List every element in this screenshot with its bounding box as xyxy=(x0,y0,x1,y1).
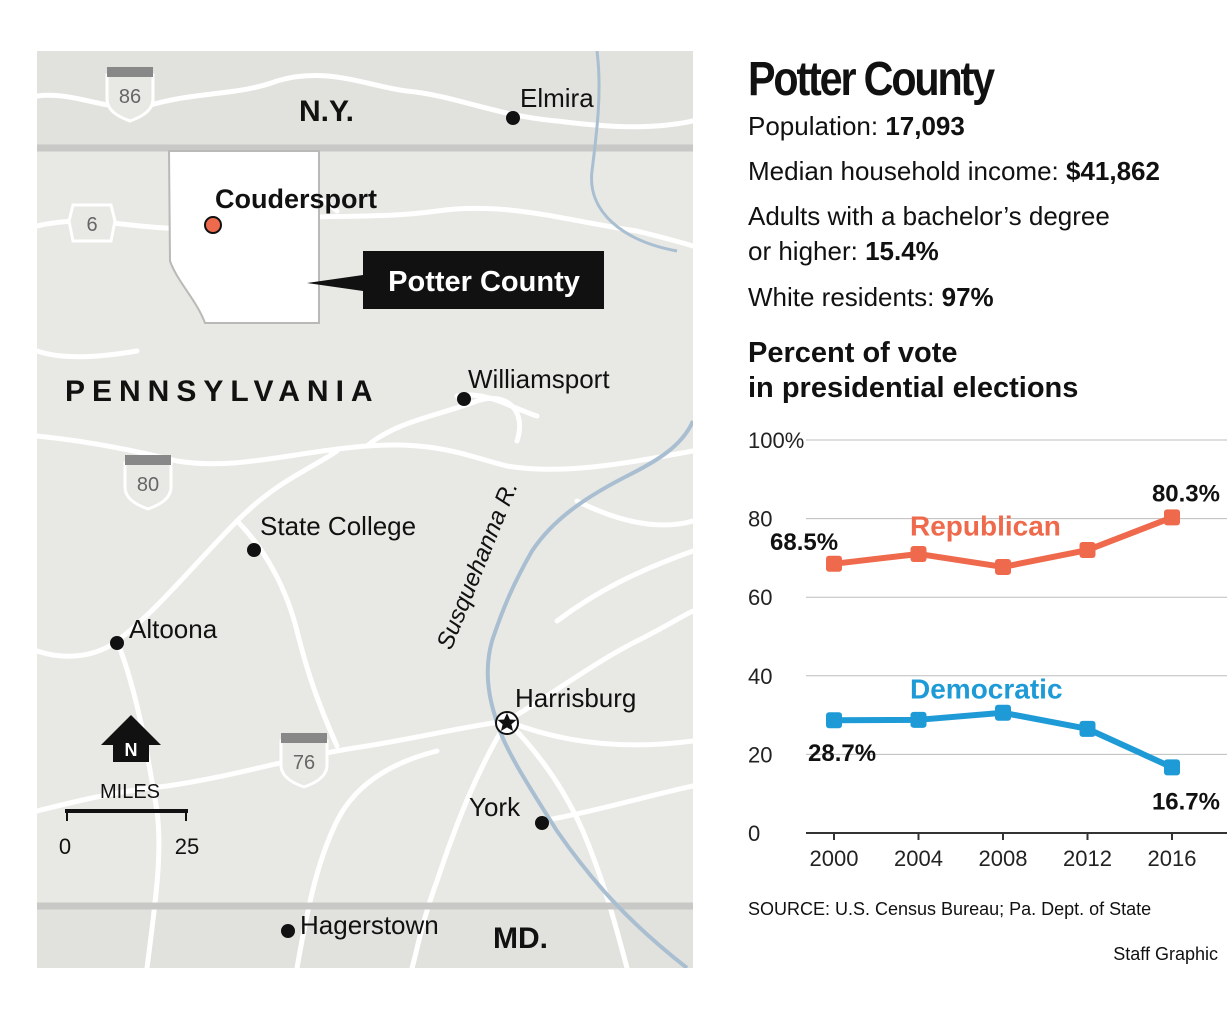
north-arrow-icon: N xyxy=(101,715,161,762)
elmira-label: Elmira xyxy=(520,83,594,113)
shield-80-icon: 80 xyxy=(123,455,173,511)
pa-label: PENNSYLVANIA xyxy=(65,375,380,408)
income-value: $41,862 xyxy=(1065,156,1160,186)
scale-unit-label: MILES xyxy=(100,781,160,803)
chart-grid xyxy=(806,439,1227,834)
scale-start-label: 0 xyxy=(59,834,71,859)
chart-title-line2: in presidential elections xyxy=(748,372,1079,404)
hagerstown-dot xyxy=(281,924,295,938)
y-tick-label-5: 0 xyxy=(748,821,760,846)
data-point-democratic-2012 xyxy=(1079,720,1096,737)
williamsport-label: Williamsport xyxy=(468,364,610,394)
state-borders xyxy=(37,144,693,910)
annotation-rep-2016: 80.3% xyxy=(1152,480,1220,507)
highway-86-label: 86 xyxy=(119,86,141,108)
vote-line-chart: 100% 80 60 40 20 0 2000 2004 2008 2012 2016 Repub… xyxy=(748,428,1227,870)
york-label: York xyxy=(469,792,521,822)
info-panel: Potter County Population: 17,093 Median … xyxy=(748,0,1227,1018)
population-label: Population: xyxy=(748,111,886,141)
altoona-label: Altoona xyxy=(129,614,218,644)
x-tick-label-1: 2004 xyxy=(894,846,943,870)
potter-county-map: Potter County N.Y. PENNSYLVANIA MD. 86 6… xyxy=(37,51,693,968)
data-point-republican-2008 xyxy=(995,558,1011,575)
chart-x-ticks: 2000 2004 2008 2012 2016 xyxy=(810,833,1197,870)
data-point-republican-2000 xyxy=(826,555,842,572)
williamsport-dot xyxy=(457,392,471,406)
data-point-democratic-2000 xyxy=(826,712,842,729)
annotation-rep-2000: 68.5% xyxy=(770,529,838,556)
harrisburg-capital-icon xyxy=(495,711,519,735)
population-stat: Population: 17,093 xyxy=(748,109,965,143)
x-tick-label-3: 2012 xyxy=(1063,846,1112,870)
highway-80-label: 80 xyxy=(137,474,159,496)
state-college-dot xyxy=(247,543,261,557)
x-tick-label-0: 2000 xyxy=(810,846,859,870)
white-stat: White residents: 97% xyxy=(748,280,994,314)
x-tick-label-2: 2008 xyxy=(979,846,1028,870)
shield-6-icon: 6 xyxy=(67,203,117,243)
y-tick-label-2: 60 xyxy=(748,585,772,610)
data-point-republican-2016 xyxy=(1164,509,1180,526)
york-dot xyxy=(535,816,549,830)
hagerstown-label: Hagerstown xyxy=(300,910,439,940)
data-point-republican-2012 xyxy=(1079,542,1096,559)
county-callout-box xyxy=(307,251,604,309)
republican-series-label: Republican xyxy=(910,510,1061,541)
panel-title: Potter County xyxy=(748,53,995,106)
chart-title: Percent of vote in presidential election… xyxy=(748,336,1078,406)
y-tick-label-4: 20 xyxy=(748,742,772,767)
degree-stat-line2: or higher: 15.4% xyxy=(748,234,939,268)
elmira-dot xyxy=(506,111,520,125)
harrisburg-label: Harrisburg xyxy=(515,683,636,713)
annotation-dem-2000: 28.7% xyxy=(808,740,876,767)
x-tick-label-4: 2016 xyxy=(1148,846,1197,870)
altoona-dot xyxy=(110,636,124,650)
ny-label: N.Y. xyxy=(299,95,354,128)
chart-title-line1: Percent of vote xyxy=(748,337,958,369)
shield-86-icon: 86 xyxy=(105,67,155,123)
white-label: White residents: xyxy=(748,282,942,312)
coudersport-dot xyxy=(204,216,222,234)
income-label: Median household income: xyxy=(748,156,1066,186)
highway-76-label: 76 xyxy=(293,752,315,774)
scale-end-label: 25 xyxy=(175,834,199,859)
democratic-series-label: Democratic xyxy=(910,674,1063,705)
y-tick-label-0: 100% xyxy=(748,428,804,453)
degree-value: 15.4% xyxy=(865,236,939,266)
river-branch xyxy=(590,51,678,253)
state-college-label: State College xyxy=(260,511,416,541)
y-tick-label-3: 40 xyxy=(748,664,772,689)
highway-6-label: 6 xyxy=(86,214,97,236)
susquehanna-river xyxy=(485,420,693,968)
data-point-democratic-2016 xyxy=(1164,759,1180,776)
y-tick-label-1: 80 xyxy=(748,507,772,532)
series-line-democratic xyxy=(833,709,1174,771)
potter-county-shape xyxy=(167,150,320,324)
degree-label-line1: Adults with a bachelor’s degree xyxy=(748,201,1110,231)
income-stat: Median household income: $41,862 xyxy=(748,154,1160,188)
md-label: MD. xyxy=(493,922,548,955)
population-value: 17,093 xyxy=(885,111,965,141)
coudersport-label: Coudersport xyxy=(215,184,377,214)
data-point-democratic-2008 xyxy=(995,704,1011,721)
chart-series xyxy=(826,509,1180,776)
chart-y-ticks: 100% 80 60 40 20 0 xyxy=(748,428,804,846)
shield-76-icon: 76 xyxy=(279,733,329,789)
degree-label-line2: or higher: xyxy=(748,236,866,266)
county-label: Potter County xyxy=(388,266,580,298)
map-canvas: Potter County N.Y. PENNSYLVANIA MD. 86 6… xyxy=(37,51,693,968)
staff-credit: Staff Graphic xyxy=(1113,944,1218,964)
annotation-dem-2016: 16.7% xyxy=(1152,788,1220,815)
data-point-republican-2004 xyxy=(910,545,927,562)
degree-stat-line1: Adults with a bachelor’s degree xyxy=(748,199,1110,233)
data-point-democratic-2004 xyxy=(910,711,927,728)
north-arrow-label: N xyxy=(125,740,138,760)
source-note: SOURCE: U.S. Census Bureau; Pa. Dept. of… xyxy=(748,899,1152,919)
white-value: 97% xyxy=(941,282,994,312)
